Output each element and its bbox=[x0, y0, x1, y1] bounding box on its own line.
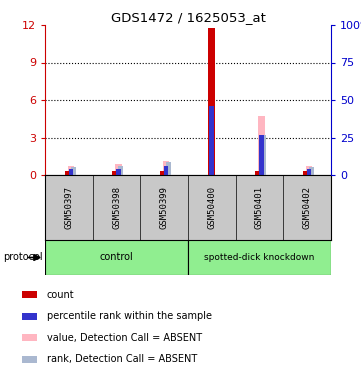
Text: count: count bbox=[47, 290, 75, 300]
Bar bbox=[309, 167, 314, 175]
Text: spotted-dick knockdown: spotted-dick knockdown bbox=[204, 253, 315, 262]
Text: GSM50398: GSM50398 bbox=[112, 186, 121, 229]
Bar bbox=[69, 169, 73, 175]
Text: value, Detection Call = ABSENT: value, Detection Call = ABSENT bbox=[47, 333, 202, 343]
Bar bbox=[160, 171, 165, 175]
Bar bbox=[65, 171, 69, 175]
Text: GSM50401: GSM50401 bbox=[255, 186, 264, 229]
Bar bbox=[209, 106, 214, 175]
Text: GSM50400: GSM50400 bbox=[207, 186, 216, 229]
Text: GSM50397: GSM50397 bbox=[64, 186, 73, 229]
Text: protocol: protocol bbox=[4, 252, 43, 262]
Bar bbox=[115, 164, 122, 175]
Bar bbox=[22, 313, 37, 320]
Bar bbox=[22, 291, 37, 298]
Bar bbox=[112, 171, 117, 175]
Bar bbox=[118, 166, 123, 175]
Bar bbox=[258, 116, 265, 175]
Bar bbox=[164, 166, 168, 175]
Bar bbox=[22, 334, 37, 341]
Bar bbox=[68, 166, 74, 175]
Bar bbox=[261, 135, 266, 175]
Bar bbox=[259, 135, 264, 175]
Text: GSM50402: GSM50402 bbox=[303, 186, 312, 229]
Bar bbox=[306, 166, 312, 175]
Bar bbox=[22, 356, 37, 363]
Text: rank, Detection Call = ABSENT: rank, Detection Call = ABSENT bbox=[47, 354, 197, 364]
Bar bbox=[166, 162, 171, 175]
Bar bbox=[307, 169, 311, 175]
Title: GDS1472 / 1625053_at: GDS1472 / 1625053_at bbox=[110, 11, 265, 24]
Text: GSM50399: GSM50399 bbox=[160, 186, 169, 229]
Bar bbox=[255, 171, 260, 175]
Bar bbox=[116, 169, 121, 175]
Bar bbox=[163, 161, 169, 175]
Bar bbox=[45, 240, 188, 275]
Bar bbox=[208, 27, 216, 175]
Bar bbox=[71, 167, 75, 175]
Text: control: control bbox=[100, 252, 133, 262]
Bar bbox=[303, 171, 308, 175]
Text: percentile rank within the sample: percentile rank within the sample bbox=[47, 311, 212, 321]
Bar bbox=[188, 240, 331, 275]
